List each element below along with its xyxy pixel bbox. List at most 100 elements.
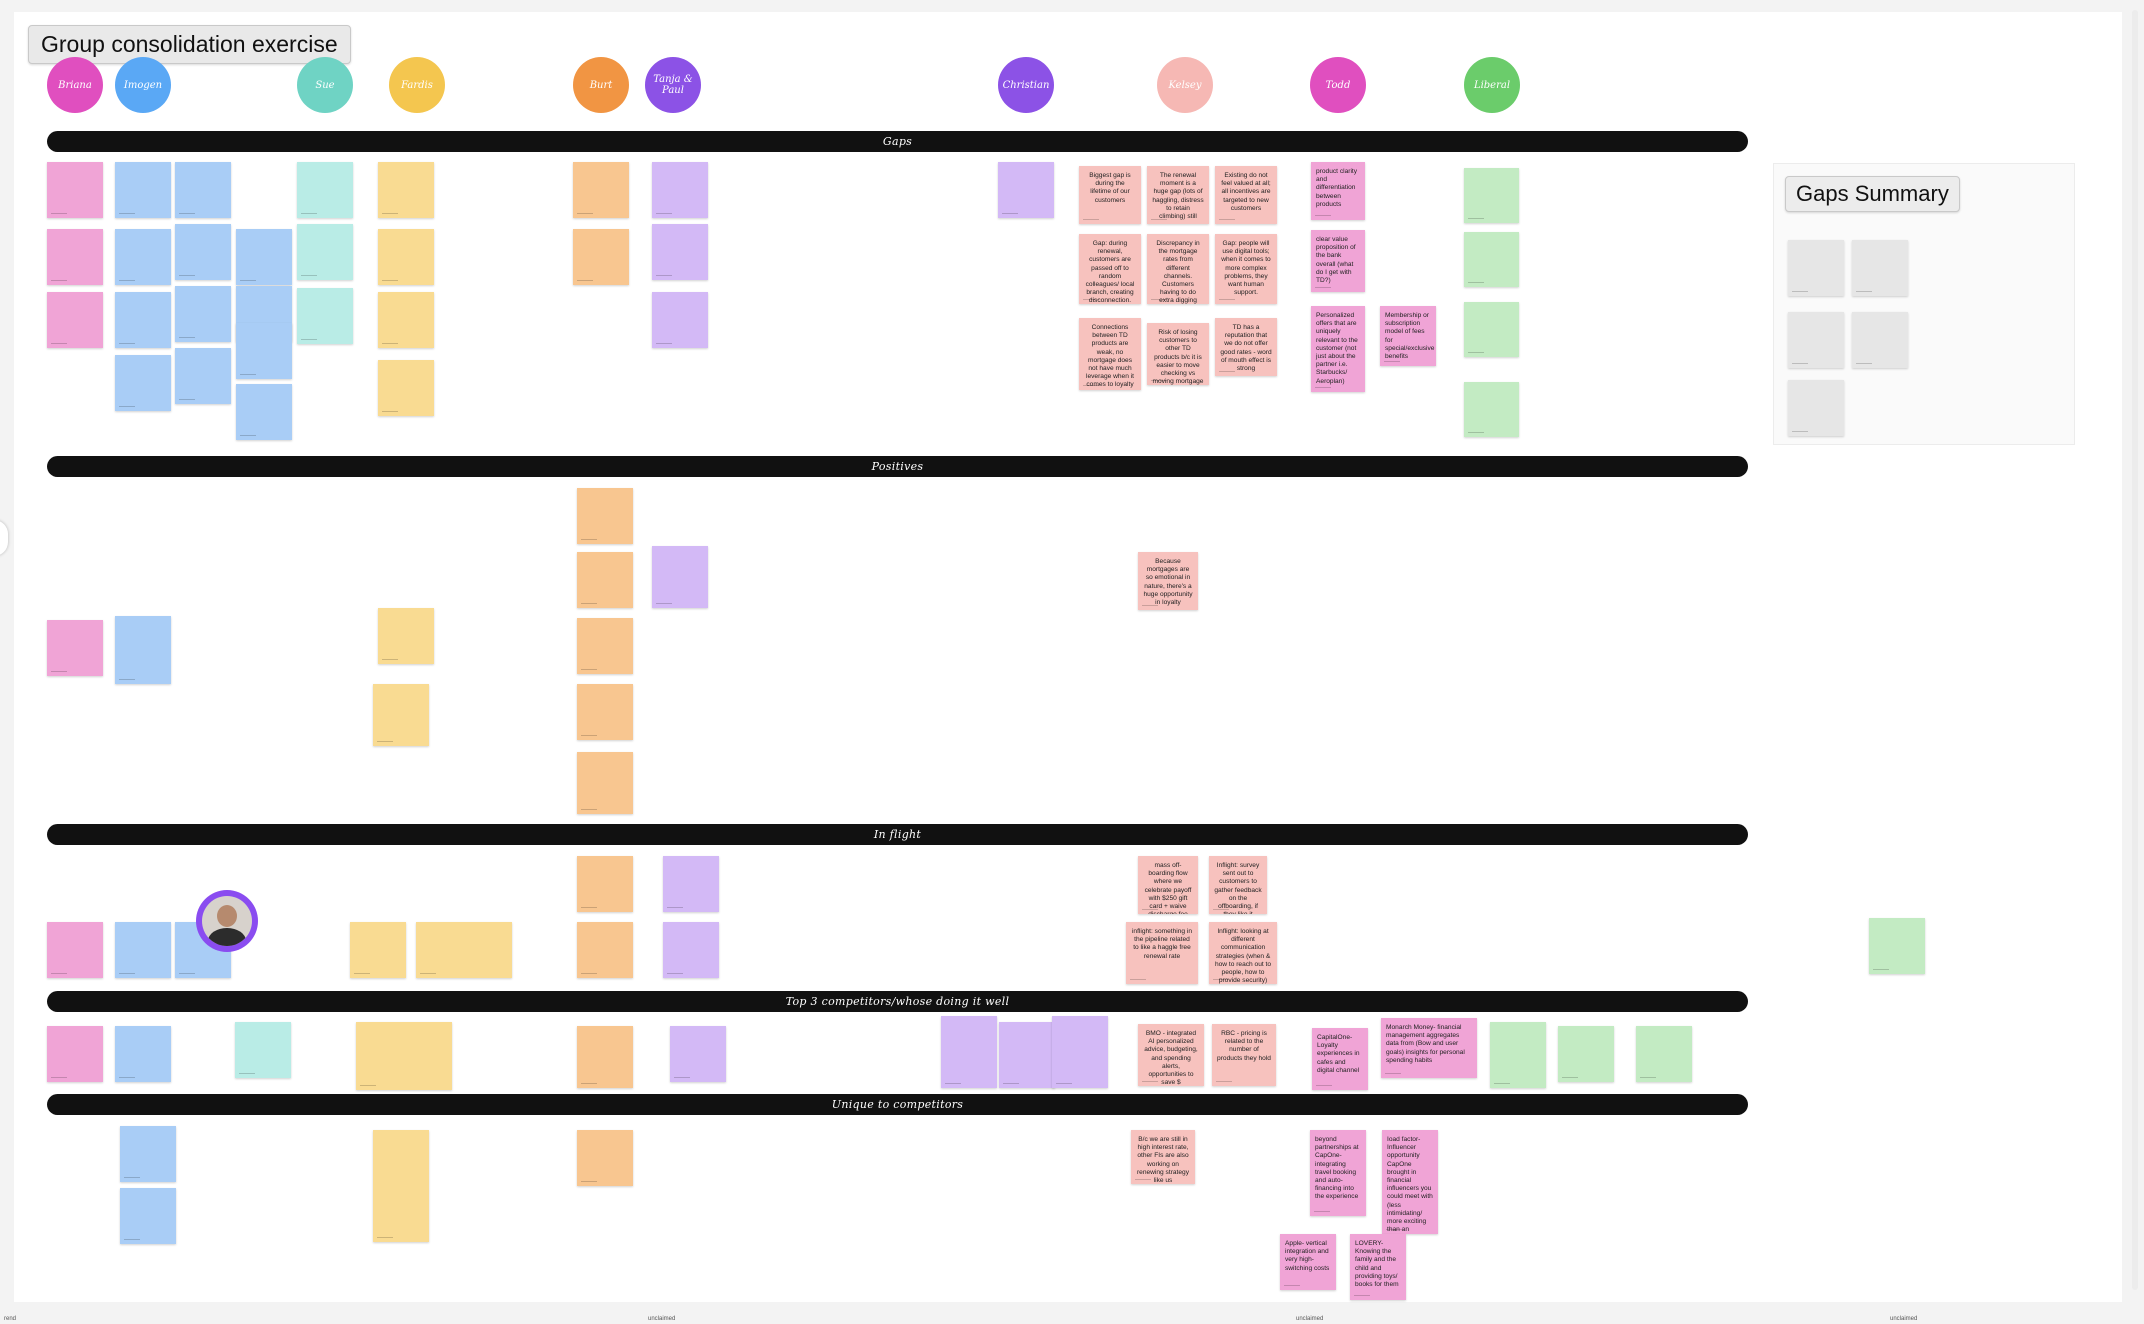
sticky-note[interactable] (577, 488, 633, 544)
section-positives[interactable]: Positives (47, 456, 1748, 477)
section-top-competitors[interactable]: Top 3 competitors/whose doing it well (47, 991, 1748, 1012)
sticky-note[interactable] (115, 616, 171, 684)
sticky-note[interactable] (577, 922, 633, 978)
sticky-note[interactable] (1464, 168, 1519, 223)
avatar-christian[interactable]: Christian (998, 57, 1054, 113)
sticky-note[interactable]: Biggest gap is during the lifetime of ou… (1079, 166, 1141, 224)
sticky-note[interactable] (175, 224, 231, 280)
sticky-note[interactable] (652, 292, 708, 348)
sticky-note[interactable] (115, 162, 171, 218)
sticky-note[interactable] (373, 684, 429, 746)
sticky-note[interactable] (573, 162, 629, 218)
sticky-note[interactable] (115, 1026, 171, 1082)
sticky-note[interactable] (1636, 1026, 1692, 1082)
sticky-note[interactable] (120, 1188, 176, 1244)
sticky-note[interactable] (1464, 382, 1519, 437)
sticky-note[interactable]: Ioad factor- Influencer opportunity CapO… (1382, 1130, 1438, 1234)
sticky-note[interactable]: Gap: during renewal, customers are passe… (1079, 234, 1141, 304)
sticky-note[interactable]: B/c we are still in high interest rate, … (1131, 1130, 1195, 1184)
avatar-briana[interactable]: Briana (47, 57, 103, 113)
sticky-note[interactable] (998, 162, 1054, 218)
sticky-note[interactable] (670, 1026, 726, 1082)
sticky-note[interactable]: The renewal moment is a huge gap (lots o… (1147, 166, 1209, 224)
sticky-note[interactable] (47, 1026, 103, 1082)
sticky-note[interactable] (115, 229, 171, 285)
sticky-note[interactable]: mass off-boarding flow where we celebrat… (1138, 856, 1198, 914)
sticky-note[interactable] (297, 224, 353, 280)
sticky-note[interactable] (297, 288, 353, 344)
sticky-note[interactable] (236, 323, 292, 379)
sticky-note[interactable] (652, 224, 708, 280)
sticky-note[interactable] (47, 229, 103, 285)
sticky-note[interactable]: Monarch Money- financial management aggr… (1381, 1018, 1477, 1078)
vertical-scrollbar[interactable] (2132, 10, 2138, 1290)
sticky-note[interactable]: Membership or subscription model of fees… (1380, 306, 1436, 366)
sticky-note[interactable] (236, 229, 292, 285)
avatar-fardis[interactable]: Fardis (389, 57, 445, 113)
sticky-note[interactable]: CapitalOne- Loyalty experiences in cafes… (1312, 1028, 1368, 1090)
sticky-note[interactable] (1052, 1016, 1108, 1088)
sticky-note[interactable]: LOVERY- Knowing the family and the child… (1350, 1234, 1406, 1300)
sticky-note[interactable] (652, 162, 708, 218)
sticky-note[interactable] (115, 292, 171, 348)
sticky-note[interactable] (1852, 240, 1908, 296)
user-avatar-photo[interactable] (196, 890, 258, 952)
sticky-note[interactable] (378, 229, 434, 285)
sticky-note[interactable] (47, 620, 103, 676)
sticky-note[interactable] (1852, 312, 1908, 368)
avatar-sue[interactable]: Sue (297, 57, 353, 113)
section-gaps[interactable]: Gaps (47, 131, 1748, 152)
sticky-note[interactable]: RBC - pricing is related to the number o… (1212, 1024, 1276, 1086)
sticky-note[interactable] (663, 856, 719, 912)
sticky-note[interactable] (378, 162, 434, 218)
sticky-note[interactable] (577, 1130, 633, 1186)
sticky-note[interactable]: Inflight: survey sent out to customers t… (1209, 856, 1267, 914)
sticky-note[interactable] (1788, 380, 1844, 436)
sticky-note[interactable]: BMO - integrated AI personalized advice,… (1138, 1024, 1204, 1086)
sticky-note[interactable] (1464, 302, 1519, 357)
sticky-note[interactable] (577, 552, 633, 608)
sticky-note[interactable] (663, 922, 719, 978)
sticky-note[interactable] (47, 162, 103, 218)
sticky-note[interactable]: clear value proposition of the bank over… (1311, 230, 1365, 292)
sticky-note[interactable] (47, 922, 103, 978)
sticky-note[interactable] (373, 1130, 429, 1242)
sticky-note[interactable] (297, 162, 353, 218)
sticky-note[interactable] (378, 608, 434, 664)
sticky-note[interactable] (115, 922, 171, 978)
sticky-note[interactable] (1788, 312, 1844, 368)
sticky-note[interactable]: Apple- vertical integration and very hig… (1280, 1234, 1336, 1290)
sticky-note[interactable]: Personalized offers that are uniquely re… (1311, 306, 1365, 392)
sticky-note[interactable] (1464, 232, 1519, 287)
sticky-note[interactable] (1869, 918, 1925, 974)
avatar-imogen[interactable]: Imogen (115, 57, 171, 113)
sticky-note[interactable] (999, 1022, 1055, 1088)
sticky-note[interactable] (1490, 1022, 1546, 1088)
sticky-note[interactable] (236, 384, 292, 440)
sticky-note[interactable] (175, 348, 231, 404)
avatar-liberal[interactable]: Liberal (1464, 57, 1520, 113)
sticky-note[interactable] (416, 922, 512, 978)
section-in-flight[interactable]: In flight (47, 824, 1748, 845)
sticky-note[interactable]: product clarity and differentiation betw… (1311, 162, 1365, 220)
sticky-note[interactable] (577, 752, 633, 814)
sticky-note[interactable]: Gap: people will use digital tools; when… (1215, 234, 1277, 304)
sticky-note[interactable] (175, 162, 231, 218)
sticky-note[interactable] (120, 1126, 176, 1182)
avatar-kelsey[interactable]: Kelsey (1157, 57, 1213, 113)
sticky-note[interactable] (573, 229, 629, 285)
sticky-note[interactable] (577, 856, 633, 912)
avatar-tanja-paul[interactable]: Tanja & Paul (645, 57, 701, 113)
sticky-note[interactable]: Inflight: looking at different communica… (1209, 922, 1277, 984)
sticky-note[interactable]: Risk of losing customers to other TD pro… (1147, 323, 1209, 385)
sticky-note[interactable]: Connections between TD products are weak… (1079, 318, 1141, 390)
sticky-note[interactable] (115, 355, 171, 411)
sticky-note[interactable] (941, 1016, 997, 1088)
sticky-note[interactable] (235, 1022, 291, 1078)
avatar-burt[interactable]: Burt (573, 57, 629, 113)
sticky-note[interactable] (577, 1026, 633, 1088)
sticky-note[interactable] (47, 292, 103, 348)
sticky-note[interactable] (577, 684, 633, 740)
sticky-note[interactable]: Discrepancy in the mortgage rates from d… (1147, 234, 1209, 304)
sticky-note[interactable] (577, 618, 633, 674)
